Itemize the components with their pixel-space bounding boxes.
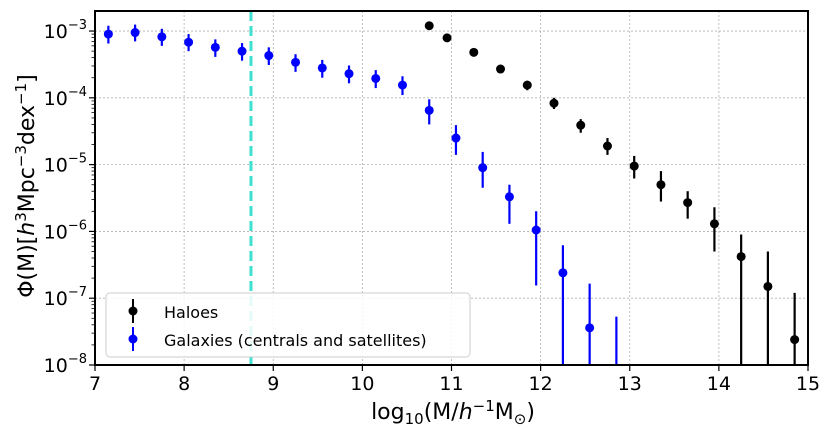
data-point: [522, 80, 532, 90]
data-point: [397, 80, 407, 90]
x-tick-label: 9: [267, 373, 279, 395]
y-tick-label: 10−7: [44, 285, 87, 310]
data-point: [576, 120, 586, 130]
y-tick-label: 10−5: [44, 152, 87, 177]
series-layer: [103, 21, 800, 365]
data-point: [558, 268, 568, 278]
legend: Haloes Galaxies (centrals and satellites…: [105, 292, 471, 358]
legend-marker-galaxies: [128, 334, 138, 344]
data-point: [157, 32, 167, 42]
x-tick-label: 11: [439, 373, 463, 395]
legend-box: [105, 292, 471, 358]
data-point: [237, 46, 247, 56]
data-point: [103, 29, 113, 39]
legend-label-haloes: Haloes: [164, 303, 218, 322]
data-point: [451, 133, 461, 143]
y-tick-label: 10−6: [44, 218, 87, 243]
series-galaxies: [103, 24, 618, 365]
y-tick-label: 10−3: [44, 18, 87, 43]
x-tick-label: 14: [707, 373, 731, 395]
data-point: [504, 192, 514, 202]
data-point: [210, 42, 220, 52]
y-tick-label: 10−8: [44, 352, 87, 377]
data-point: [371, 73, 381, 83]
data-point: [424, 105, 434, 115]
data-point: [790, 335, 800, 345]
legend-marker-haloes: [128, 306, 138, 316]
x-tick-label: 8: [178, 373, 190, 395]
data-point: [130, 28, 140, 38]
x-tick-label: 12: [529, 373, 553, 395]
data-point: [531, 225, 541, 235]
x-axis-label: log10(M/h−1M⊙): [371, 397, 535, 428]
y-axis-ticks: 10−8 10−7 10−6 10−5 10−4 10−3: [44, 18, 95, 377]
x-tick-label: 15: [796, 373, 820, 395]
legend-entry-galaxies: Galaxies (centrals and satellites): [128, 327, 427, 351]
data-point: [469, 47, 479, 57]
data-point: [549, 98, 559, 108]
x-tick-label: 7: [89, 373, 101, 395]
data-point: [763, 281, 773, 291]
data-point: [478, 163, 488, 173]
data-point: [683, 198, 693, 208]
data-point: [602, 141, 612, 151]
data-point: [629, 161, 639, 171]
y-axis-label: Φ(M)[h3Mpc−3dex−1]: [12, 74, 40, 298]
data-point: [496, 64, 506, 74]
y-tick-label: 10−4: [44, 85, 87, 110]
data-point: [736, 252, 746, 262]
data-point: [585, 323, 595, 333]
data-point: [424, 21, 434, 31]
data-point: [317, 63, 327, 73]
data-point: [184, 37, 194, 47]
series-haloes: [424, 21, 800, 365]
data-point: [656, 180, 666, 190]
x-tick-label: 10: [350, 373, 374, 395]
legend-label-galaxies: Galaxies (centrals and satellites): [164, 331, 427, 350]
data-point: [291, 57, 301, 67]
x-axis-ticks: 7 8 9 10 11 12 13 14 15: [89, 365, 820, 395]
data-point: [709, 219, 719, 229]
data-point: [442, 33, 452, 43]
data-point: [344, 69, 354, 79]
legend-entry-haloes: Haloes: [128, 299, 218, 323]
data-point: [264, 51, 274, 61]
x-tick-label: 13: [618, 373, 642, 395]
